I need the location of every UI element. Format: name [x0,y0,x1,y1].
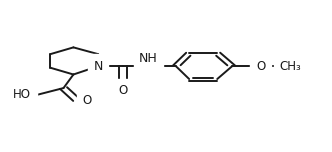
Text: NH: NH [139,52,158,66]
Text: N: N [94,60,103,73]
Text: O: O [119,84,127,97]
Text: HO: HO [13,88,31,101]
Text: CH₃: CH₃ [279,60,301,73]
Text: O: O [256,60,265,73]
Text: O: O [83,94,92,107]
